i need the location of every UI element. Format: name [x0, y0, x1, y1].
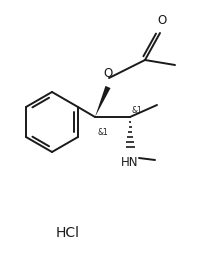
- Text: &1: &1: [132, 106, 143, 115]
- Text: HCl: HCl: [56, 226, 80, 240]
- Text: O: O: [157, 14, 167, 27]
- Text: &1: &1: [97, 128, 108, 137]
- Text: HN: HN: [121, 156, 139, 169]
- Text: O: O: [103, 67, 113, 80]
- Polygon shape: [95, 86, 111, 117]
